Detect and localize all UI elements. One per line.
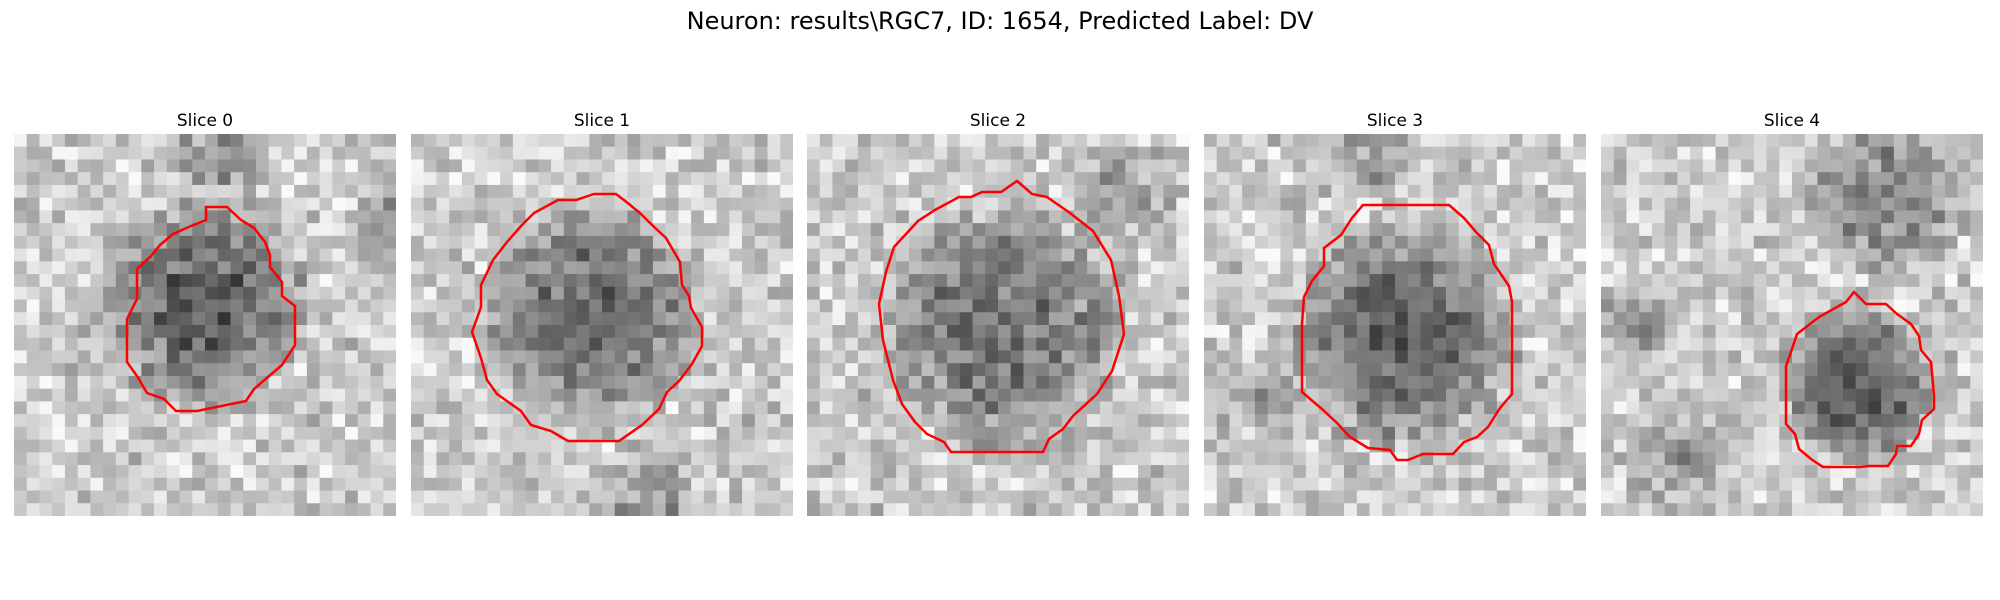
slice-panel-3: Slice 3 bbox=[1204, 108, 1586, 516]
slice-title: Slice 1 bbox=[573, 111, 631, 131]
microscopy-texture bbox=[1601, 134, 1983, 516]
slice-image bbox=[1601, 134, 1983, 516]
figure-title: Neuron: results\RGC7, ID: 1654, Predicte… bbox=[686, 7, 1314, 35]
microscopy-texture bbox=[14, 134, 396, 516]
slice-title: Slice 0 bbox=[176, 111, 234, 131]
slice-image bbox=[1204, 134, 1586, 516]
slice-panel-2: Slice 2 bbox=[807, 108, 1189, 516]
slice-panel-1: Slice 1 bbox=[411, 108, 793, 516]
slice-title: Slice 4 bbox=[1763, 111, 1821, 131]
cell-contour bbox=[125, 205, 297, 413]
slice-panel-4: Slice 4 bbox=[1601, 108, 1983, 516]
slice-image bbox=[807, 134, 1189, 516]
cell-contour bbox=[1300, 203, 1514, 462]
microscopy-texture bbox=[1204, 134, 1586, 516]
slice-image bbox=[411, 134, 793, 516]
slice-title: Slice 2 bbox=[969, 111, 1027, 131]
cell-contour bbox=[470, 192, 704, 443]
microscopy-texture bbox=[411, 134, 793, 516]
slice-image bbox=[14, 134, 396, 516]
cell-contour bbox=[877, 179, 1126, 454]
cell-contour bbox=[1784, 290, 1936, 469]
slice-panel-0: Slice 0 bbox=[14, 108, 396, 516]
slice-title: Slice 3 bbox=[1366, 111, 1424, 131]
microscopy-texture bbox=[807, 134, 1189, 516]
